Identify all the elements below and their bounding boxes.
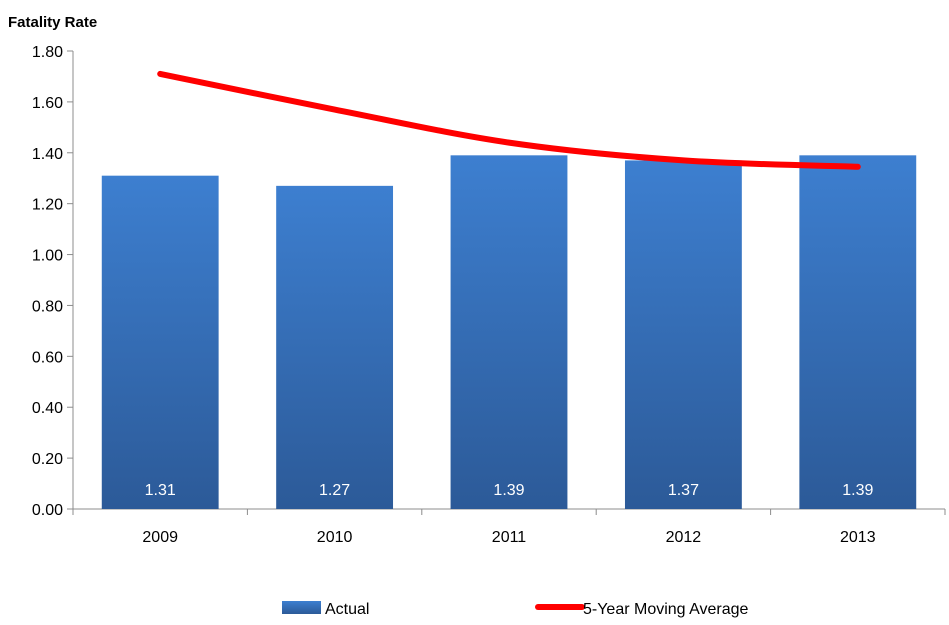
x-tick-label: 2010 xyxy=(317,529,353,546)
y-tick-label: 1.60 xyxy=(32,95,63,112)
bar xyxy=(799,155,917,510)
legend-item-actual: Actual xyxy=(282,601,369,618)
bar-data-label: 1.27 xyxy=(319,482,350,499)
legend-item-moving-average: 5-Year Moving Average xyxy=(535,601,749,618)
chart-title: Fatality Rate xyxy=(8,14,97,31)
bar xyxy=(276,185,394,509)
x-tick-label: 2011 xyxy=(492,529,527,546)
y-tick-label: 1.00 xyxy=(32,248,63,265)
legend-label-moving-average: 5-Year Moving Average xyxy=(583,601,749,618)
bar-series-actual: 1.31 1.27 1.39 1.37 1.39 xyxy=(101,155,917,510)
legend: Actual 5-Year Moving Average xyxy=(282,601,749,618)
bar-data-label: 1.31 xyxy=(145,482,176,499)
bar-data-label: 1.39 xyxy=(493,482,524,499)
legend-swatch-actual xyxy=(282,601,321,614)
bar-data-label: 1.37 xyxy=(668,482,699,499)
y-tick-label: 0.40 xyxy=(32,400,63,417)
legend-label-actual: Actual xyxy=(325,601,369,618)
y-tick-label: 0.80 xyxy=(32,298,63,315)
x-tick-label: 2009 xyxy=(142,529,178,546)
x-tick-label: 2012 xyxy=(666,529,702,546)
moving-average-line xyxy=(157,70,861,170)
bar xyxy=(101,175,219,509)
bar xyxy=(450,155,568,510)
y-tick-label: 0.00 xyxy=(32,502,63,519)
x-tick-label: 2013 xyxy=(840,529,876,546)
x-axis: 2009 2010 2011 2012 2013 xyxy=(72,508,946,546)
y-tick-label: 1.20 xyxy=(32,197,63,214)
bar-data-label: 1.39 xyxy=(842,482,873,499)
y-tick-label: 1.80 xyxy=(32,44,63,61)
y-tick-label: 1.40 xyxy=(32,146,63,163)
line-series-moving-average xyxy=(157,70,861,170)
bar xyxy=(624,160,742,509)
y-tick-label: 0.20 xyxy=(32,451,63,468)
y-axis: 0.00 0.20 0.40 0.60 0.80 1.00 1.20 1.40 1.60 1.80 xyxy=(32,44,74,519)
y-tick-label: 0.60 xyxy=(32,349,63,366)
